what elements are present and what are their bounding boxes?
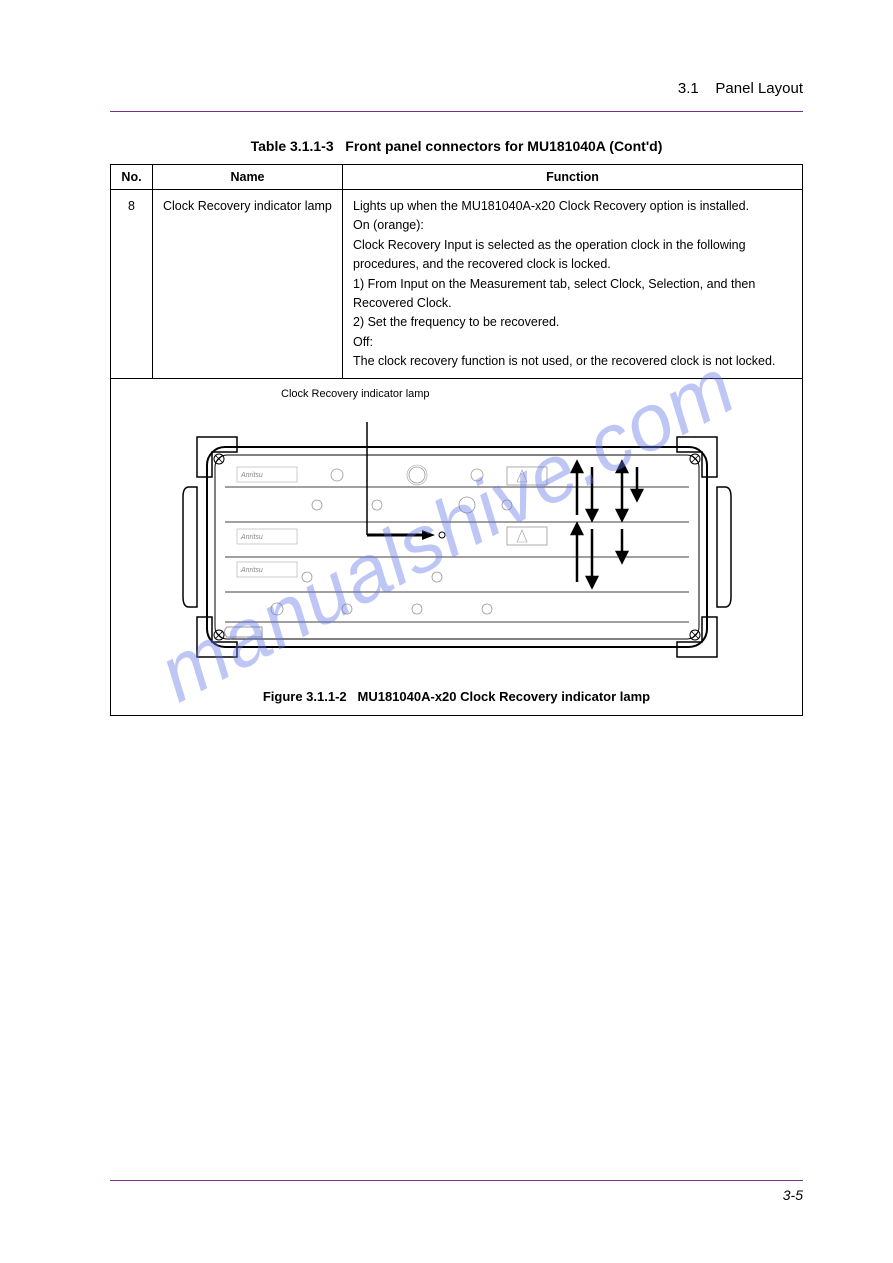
table-row: 8 Clock Recovery indicator lamp Lights u… <box>111 190 803 379</box>
func-line: 2) Set the frequency to be recovered. <box>353 313 792 332</box>
svg-text:Anritsu: Anritsu <box>240 534 263 541</box>
connector-icon <box>271 603 283 615</box>
connector-icon <box>331 469 343 481</box>
connector-icon <box>409 467 425 483</box>
chassis-inner-icon <box>215 455 699 639</box>
col-header-no: No. <box>111 165 153 190</box>
figure-area: Anritsu Anritsu Anritsu <box>121 417 792 677</box>
handle-left-icon <box>183 487 197 607</box>
connector-icon <box>342 604 352 614</box>
table-caption: Table 3.1.1-3 Front panel connectors for… <box>110 138 803 154</box>
figure-caption-prefix: Figure 3.1.1-2 <box>263 689 347 704</box>
connector-icon <box>412 604 422 614</box>
func-line: 1) From Input on the Measurement tab, se… <box>353 275 792 314</box>
leader-label: Clock Recovery indicator lamp <box>281 386 792 403</box>
leader-arrowhead-icon <box>422 530 435 540</box>
connector-icon <box>502 500 512 510</box>
corner-bracket-tr-icon <box>677 437 717 477</box>
func-line: Off: <box>353 333 792 352</box>
connector-icon <box>407 465 427 485</box>
cell-function: Lights up when the MU181040A-x20 Clock R… <box>343 190 803 379</box>
connector-icon <box>459 497 475 513</box>
page-number: 3-5 <box>110 1187 803 1203</box>
device-illustration: Anritsu Anritsu Anritsu <box>177 417 737 677</box>
connector-icon <box>471 469 483 481</box>
header-rule <box>110 111 803 112</box>
figure-caption: Figure 3.1.1-2 MU181040A-x20 Clock Recov… <box>121 687 792 707</box>
chassis-outline-icon <box>207 447 707 647</box>
col-header-function: Function <box>343 165 803 190</box>
svg-text:Anritsu: Anritsu <box>240 472 263 479</box>
section-heading: 3.1 Panel Layout <box>110 80 803 97</box>
func-line: On (orange): <box>353 216 792 235</box>
handle-right-icon <box>717 487 731 607</box>
warning-triangle-icon <box>517 470 527 482</box>
indicator-lamp-icon <box>439 532 445 538</box>
table-caption-text: Front panel connectors for MU181040A (Co… <box>345 138 662 154</box>
eject-lever-icon <box>224 627 262 637</box>
footer-rule <box>110 1180 803 1181</box>
connector-icon <box>312 500 322 510</box>
spec-table: No. Name Function 8 Clock Recovery indic… <box>110 164 803 716</box>
func-line: The clock recovery function is not used,… <box>353 352 792 371</box>
figure-caption-text: MU181040A-x20 Clock Recovery indicator l… <box>358 689 651 704</box>
table-header-row: No. Name Function <box>111 165 803 190</box>
corner-bracket-br-icon <box>677 617 717 657</box>
page-footer: 3-5 <box>110 1180 803 1203</box>
cell-name: Clock Recovery indicator lamp <box>153 190 343 379</box>
section-number: 3.1 <box>678 80 699 97</box>
connector-icon <box>432 572 442 582</box>
col-header-name: Name <box>153 165 343 190</box>
page-header: 3.1 Panel Layout <box>110 80 803 112</box>
func-line: Clock Recovery Input is selected as the … <box>353 236 792 275</box>
connector-icon <box>302 572 312 582</box>
corner-bracket-tl-icon <box>197 437 237 477</box>
table-figure-row: Clock Recovery indicator lamp <box>111 379 803 715</box>
figure-cell: Clock Recovery indicator lamp <box>111 379 803 715</box>
slot-label-icon: Anritsu <box>237 467 297 482</box>
connector-icon <box>372 500 382 510</box>
connection-arrows-icon <box>572 462 642 587</box>
connector-icon <box>482 604 492 614</box>
func-line: Lights up when the MU181040A-x20 Clock R… <box>353 197 792 216</box>
cell-no: 8 <box>111 190 153 379</box>
warning-triangle-icon <box>517 530 527 542</box>
table-caption-prefix: Table 3.1.1-3 <box>251 138 334 154</box>
slot-label-icon: Anritsu <box>237 562 297 577</box>
svg-text:Anritsu: Anritsu <box>240 567 263 574</box>
section-title: Panel Layout <box>715 80 803 97</box>
slot-label-icon: Anritsu <box>237 529 297 544</box>
